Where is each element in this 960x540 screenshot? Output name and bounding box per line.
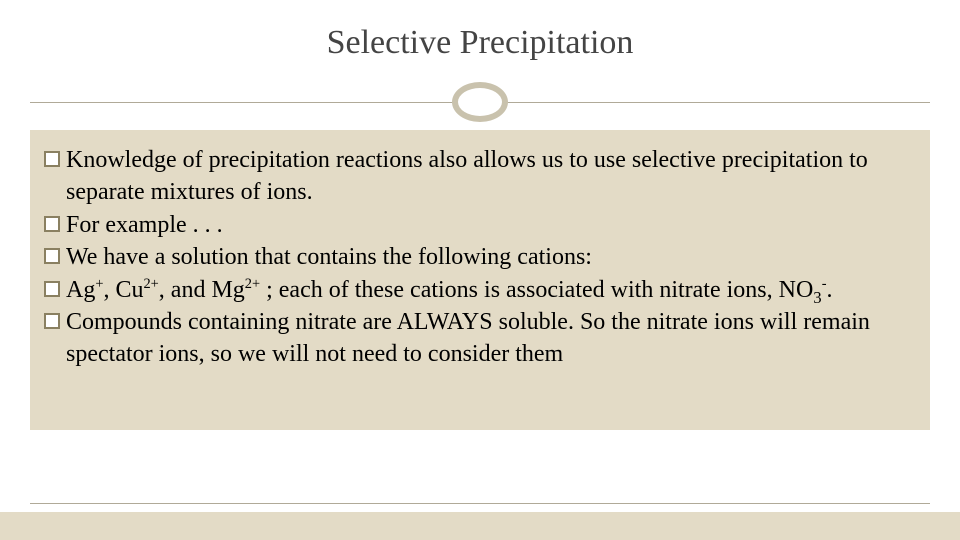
bullet-item: Ag+, Cu2+, and Mg2+ ; each of these cati… [44,274,916,306]
bullet-text: For example . . . [66,209,916,241]
footer-bar [0,512,960,540]
divider-oval-icon [452,82,508,122]
square-bullet-icon [44,216,60,232]
bullet-text: We have a solution that contains the fol… [66,241,916,273]
bullet-text: Ag+, Cu2+, and Mg2+ ; each of these cati… [66,274,916,306]
content-panel: Knowledge of precipitation reactions als… [30,130,930,430]
bullet-item: For example . . . [44,209,916,241]
bottom-rule [30,503,930,504]
title-divider [0,82,960,122]
bullet-item: Knowledge of precipitation reactions als… [44,144,916,209]
bullet-item: Compounds containing nitrate are ALWAYS … [44,306,916,371]
square-bullet-icon [44,281,60,297]
square-bullet-icon [44,313,60,329]
square-bullet-icon [44,151,60,167]
bullet-text: Compounds containing nitrate are ALWAYS … [66,306,916,371]
bullet-text: Knowledge of precipitation reactions als… [66,144,916,209]
square-bullet-icon [44,248,60,264]
slide-title: Selective Precipitation [0,0,960,62]
bullet-item: We have a solution that contains the fol… [44,241,916,273]
slide: Selective Precipitation Knowledge of pre… [0,0,960,540]
